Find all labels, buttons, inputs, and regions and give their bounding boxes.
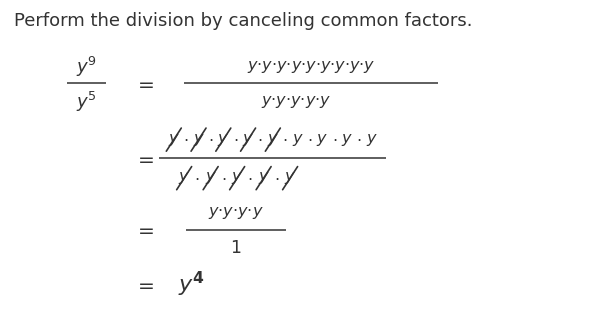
Text: $\mathit{y}$: $\mathit{y}$ bbox=[291, 132, 304, 148]
Text: $\mathit{y}$: $\mathit{y}$ bbox=[193, 132, 204, 148]
Text: Perform the division by canceling common factors.: Perform the division by canceling common… bbox=[14, 12, 473, 30]
Text: $\mathit{y}$: $\mathit{y}$ bbox=[284, 170, 296, 186]
Text: $\mathit{y}^{\mathbf{4}}$: $\mathit{y}^{\mathbf{4}}$ bbox=[178, 270, 205, 299]
Text: $\mathit{y}$: $\mathit{y}$ bbox=[217, 132, 229, 148]
Text: $\mathit{y}$: $\mathit{y}$ bbox=[178, 170, 190, 186]
Text: $\mathit{y}$: $\mathit{y}$ bbox=[168, 132, 180, 148]
Text: $1$: $1$ bbox=[230, 239, 242, 257]
Text: $\mathit{y}$: $\mathit{y}$ bbox=[231, 170, 243, 186]
Text: $\mathit{y}$: $\mathit{y}$ bbox=[242, 132, 254, 148]
Text: $\cdot$: $\cdot$ bbox=[208, 132, 213, 147]
Text: $\cdot$: $\cdot$ bbox=[274, 170, 279, 186]
Text: $\mathit{y}$: $\mathit{y}$ bbox=[267, 132, 279, 148]
Text: $=$: $=$ bbox=[134, 220, 154, 239]
Text: $=$: $=$ bbox=[134, 275, 154, 294]
Text: $\mathit{y}^{9}$: $\mathit{y}^{9}$ bbox=[76, 55, 97, 79]
Text: $\cdot$: $\cdot$ bbox=[220, 170, 226, 186]
Text: $=$: $=$ bbox=[134, 148, 154, 167]
Text: $\cdot$: $\cdot$ bbox=[183, 132, 189, 147]
Text: $\mathit{y}{\cdot}\mathit{y}{\cdot}\mathit{y}{\cdot}\mathit{y}{\cdot}\mathit{y}{: $\mathit{y}{\cdot}\mathit{y}{\cdot}\math… bbox=[246, 59, 375, 75]
Text: $\mathit{y}$: $\mathit{y}$ bbox=[316, 132, 329, 148]
Text: $\cdot$: $\cdot$ bbox=[282, 132, 287, 147]
Text: $=$: $=$ bbox=[134, 74, 154, 93]
Text: $\cdot$: $\cdot$ bbox=[257, 132, 262, 147]
Text: $\mathit{y}$: $\mathit{y}$ bbox=[366, 132, 378, 148]
Text: $\cdot$: $\cdot$ bbox=[356, 132, 362, 147]
Text: $\mathit{y}$: $\mathit{y}$ bbox=[258, 170, 269, 186]
Text: $\mathit{y}{\cdot}\mathit{y}{\cdot}\mathit{y}{\cdot}\mathit{y}{\cdot}\mathit{y}$: $\mathit{y}{\cdot}\mathit{y}{\cdot}\math… bbox=[261, 94, 332, 110]
Text: $\cdot$: $\cdot$ bbox=[307, 132, 312, 147]
Text: $\mathit{y}$: $\mathit{y}$ bbox=[341, 132, 353, 148]
Text: $\cdot$: $\cdot$ bbox=[232, 132, 238, 147]
Text: $\cdot$: $\cdot$ bbox=[247, 170, 252, 186]
Text: $\mathit{y}{\cdot}\mathit{y}{\cdot}\mathit{y}{\cdot}\mathit{y}$: $\mathit{y}{\cdot}\mathit{y}{\cdot}\math… bbox=[208, 205, 264, 221]
Text: $\mathit{y}^{5}$: $\mathit{y}^{5}$ bbox=[76, 90, 97, 114]
Text: $\mathit{y}$: $\mathit{y}$ bbox=[204, 170, 217, 186]
Text: $\cdot$: $\cdot$ bbox=[194, 170, 200, 186]
Text: $\cdot$: $\cdot$ bbox=[332, 132, 337, 147]
